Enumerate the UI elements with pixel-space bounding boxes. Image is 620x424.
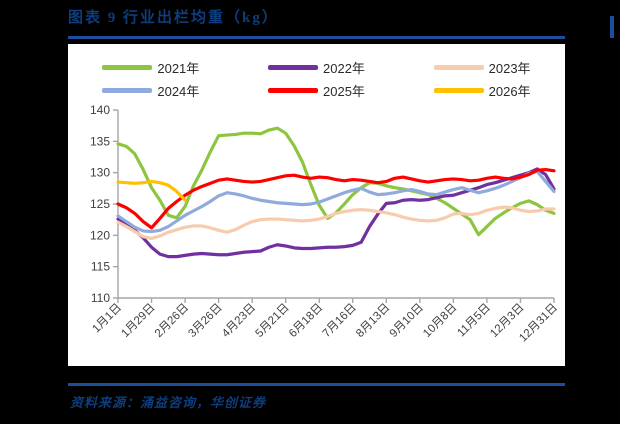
legend-label-2023: 2023年 — [488, 61, 531, 76]
x-tick-label: 5月21日 — [253, 302, 291, 340]
legend-item-2025[interactable]: 2025年 — [234, 81, 400, 100]
x-tick-label: 8月13日 — [354, 302, 392, 340]
legend-label-2026: 2026年 — [488, 84, 531, 99]
legend-item-2026[interactable]: 2026年 — [399, 81, 565, 100]
page-title: 图表 9 行业出栏均重（kg） — [68, 10, 279, 26]
y-tick-label: 110 — [91, 291, 110, 305]
x-tick-label: 6月18日 — [287, 302, 325, 340]
series-line-2026年 — [116, 179, 187, 202]
legend-item-2021[interactable]: 2021年 — [68, 58, 234, 77]
line-chart-plot: 110 115 120 125 130 135 140 1月1日1月29日2月26日3月26… — [90, 103, 560, 345]
x-tick-label: 1月1日 — [90, 302, 124, 336]
legend-item-2024[interactable]: 2024年 — [68, 81, 234, 100]
y-tick-label: 130 — [90, 166, 110, 180]
legend-swatch-2021 — [102, 65, 153, 70]
title-divider-end-cap — [610, 16, 614, 38]
y-tick-label: 120 — [90, 228, 110, 242]
y-tick-label: 140 — [90, 103, 110, 117]
x-tick-label: 2月26日 — [153, 302, 191, 340]
legend-swatch-2024 — [102, 88, 153, 93]
x-tick-label: 11月5日 — [455, 302, 493, 340]
x-tick-labels: 1月1日1月29日2月26日3月26日4月23日5月21日6月18日7月16日8… — [90, 302, 560, 345]
legend-swatch-2025 — [268, 88, 318, 93]
title-bar: 图表 9 行业出栏均重（kg） — [68, 6, 608, 36]
series-line-2025年 — [116, 167, 556, 230]
x-tick-label: 9月10日 — [388, 302, 426, 340]
legend-swatch-2022 — [268, 65, 318, 70]
series-line-2021年 — [116, 126, 556, 237]
legend-label-2022: 2022年 — [323, 61, 365, 76]
series-lines — [116, 126, 556, 259]
series-line-2024年 — [116, 169, 556, 234]
y-tick-labels: 110 115 120 125 130 135 140 — [90, 103, 110, 305]
legend-row-2: 2024年 2025年 2026年 — [68, 79, 565, 102]
legend-swatch-2023 — [433, 65, 484, 70]
y-tick-label: 125 — [90, 197, 110, 211]
series-line-2023年 — [116, 205, 556, 241]
y-tick-label: 115 — [91, 260, 110, 274]
y-tick-label: 135 — [90, 134, 110, 148]
source-note: 资料来源：涌益咨询，华创证券 — [70, 395, 267, 410]
x-tick-label: 10月8日 — [421, 302, 459, 340]
title-divider — [68, 36, 565, 39]
legend-row-1: 2021年 2022年 2023年 — [68, 56, 565, 79]
series-line-2022年 — [116, 167, 556, 259]
x-tick-label: 1月29日 — [119, 302, 157, 340]
legend-item-2022[interactable]: 2022年 — [234, 58, 400, 77]
legend-label-2025: 2025年 — [323, 84, 365, 99]
x-tick-label: 7月16日 — [321, 302, 359, 340]
legend-label-2024: 2024年 — [157, 84, 200, 99]
legend-swatch-2026 — [433, 88, 484, 93]
chart-legend: 2021年 2022年 2023年 2024年 2025年 — [68, 56, 565, 102]
x-tick-label: 4月23日 — [220, 302, 258, 340]
legend-item-2023[interactable]: 2023年 — [399, 58, 565, 77]
x-tick-label: 3月26日 — [186, 302, 224, 340]
chart-panel: 2021年 2022年 2023年 2024年 2025年 — [68, 44, 565, 366]
footer-divider — [68, 383, 565, 386]
x-axis — [117, 297, 555, 303]
legend-label-2021: 2021年 — [157, 61, 200, 76]
